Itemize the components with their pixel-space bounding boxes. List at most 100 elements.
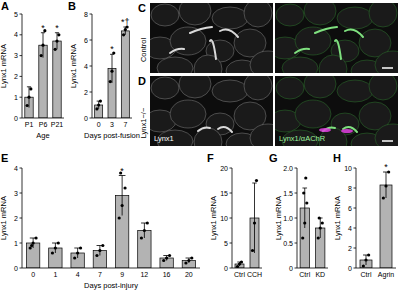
x-tick-label: 9 — [120, 271, 124, 278]
y-tick — [354, 268, 357, 269]
bar — [115, 196, 128, 269]
y-tick — [20, 218, 23, 219]
data-point — [240, 260, 243, 263]
data-point — [253, 221, 256, 224]
cell-outline — [337, 7, 373, 29]
y-tick-label: 1 — [14, 94, 18, 101]
x-tick-label: 7 — [123, 121, 127, 128]
y-tick-label: 6 — [84, 37, 88, 44]
cell-outline — [319, 55, 347, 73]
data-point — [79, 246, 82, 249]
y-tick-label: 20 — [220, 165, 228, 172]
junction-stain — [335, 40, 341, 59]
data-point — [140, 236, 143, 239]
x-tick-label: 1 — [53, 271, 57, 278]
y-tick-label: 0 — [348, 265, 352, 272]
data-point — [190, 256, 193, 259]
data-point — [97, 103, 100, 106]
cell-outline — [276, 4, 304, 26]
cell-outline — [276, 77, 304, 99]
data-point — [318, 216, 321, 219]
data-point — [187, 259, 190, 262]
y-tick — [354, 248, 357, 249]
y-tick — [295, 268, 298, 269]
y-tick — [20, 268, 23, 269]
data-point — [54, 246, 57, 249]
marks — [235, 179, 259, 268]
y-tick-label: 3 — [14, 190, 18, 197]
x-tick-label: KD — [315, 271, 325, 278]
significance: * — [41, 23, 45, 33]
y-tick — [90, 118, 93, 119]
y-tick-label: 0 — [84, 115, 88, 122]
data-point — [121, 204, 124, 207]
significance: * — [55, 23, 59, 33]
data-point — [304, 176, 307, 179]
data-point — [29, 87, 32, 90]
y-tick — [20, 193, 23, 194]
panel-5: H0246810Lynx1 mRNACtrlAgrin* — [333, 152, 396, 279]
panel-2: E01234Lynx1 mRNA01479121620Days post-inj… — [0, 152, 200, 290]
data-point — [40, 54, 43, 57]
cell-outline — [212, 7, 248, 29]
significance: * — [384, 162, 388, 172]
cell-outline — [304, 3, 336, 25]
data-point — [184, 261, 187, 264]
panel-label: F — [207, 152, 214, 164]
panel-label: D — [138, 75, 146, 87]
x-tick-label: 3 — [110, 121, 114, 128]
y-tick-label: 10 — [344, 165, 352, 172]
data-point — [162, 259, 165, 262]
data-point — [30, 244, 33, 247]
error-bar — [318, 218, 323, 238]
row-label: Control — [139, 38, 148, 63]
y-tick-label: 2 — [14, 73, 18, 80]
data-point — [317, 236, 320, 239]
x-tick-label: CCH — [247, 271, 262, 278]
significance: * — [110, 44, 114, 54]
panel-label: B — [68, 0, 76, 12]
marks — [26, 171, 195, 268]
data-point — [73, 256, 76, 259]
y-tick — [295, 243, 298, 244]
data-point — [384, 184, 387, 187]
data-point — [319, 226, 322, 229]
x-axis — [297, 268, 328, 269]
cell-outline — [212, 80, 248, 102]
x-axis — [22, 268, 200, 269]
error-bar — [119, 176, 126, 216]
data-point — [98, 249, 101, 252]
bar — [53, 41, 61, 118]
data-point — [168, 254, 171, 257]
data-point — [34, 236, 37, 239]
data-point — [251, 249, 254, 252]
marks — [95, 25, 130, 118]
channel-label: Lynx1/αAChR — [279, 134, 326, 143]
cell-outline — [369, 76, 397, 100]
data-point — [362, 264, 365, 267]
micrograph — [275, 76, 398, 146]
data-point — [26, 104, 29, 107]
y-tick-label: 2 — [348, 245, 352, 252]
x-tick-label: 16 — [163, 271, 171, 278]
data-point — [109, 80, 112, 83]
cell-outline — [295, 27, 331, 55]
data-point — [305, 201, 308, 204]
cell-outline — [337, 80, 373, 102]
panel-label: H — [333, 152, 341, 164]
data-point — [165, 256, 168, 259]
data-point — [57, 33, 60, 36]
y-tick-label: 0 — [14, 265, 18, 272]
row-label: Lynx1−/− — [139, 107, 148, 138]
bar — [121, 31, 129, 118]
y-axis-label: Lynx1 mRNA — [333, 196, 342, 240]
panel-3: F05101520Lynx1 mRNACtrlCCH — [207, 152, 262, 278]
y-tick — [230, 168, 233, 169]
y-tick-label: 5 — [224, 240, 228, 247]
cell-outline — [282, 57, 318, 73]
x-axis — [232, 268, 262, 269]
cell-outline — [244, 76, 272, 100]
y-tick — [90, 40, 93, 41]
cell-outline — [295, 100, 331, 128]
x-tick-label: P1 — [25, 121, 34, 128]
